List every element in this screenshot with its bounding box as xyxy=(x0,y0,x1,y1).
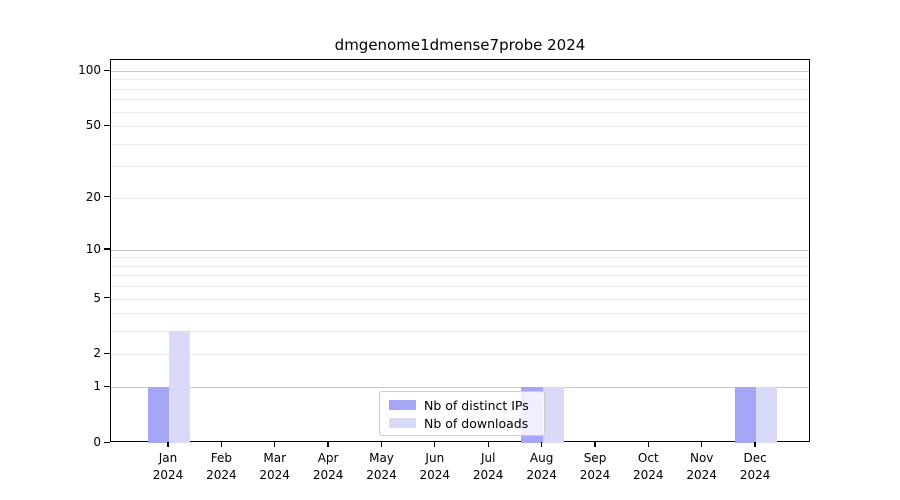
gridline-minor xyxy=(111,298,809,300)
y-tick-label: 5 xyxy=(93,290,101,305)
y-tick-mark xyxy=(104,196,110,198)
gridline-minor xyxy=(111,331,809,333)
gridline-major xyxy=(111,387,809,389)
y-tick-label: 1 xyxy=(93,379,101,394)
gridline-minor xyxy=(111,99,809,101)
plot-area xyxy=(110,59,810,443)
y-tick-mark xyxy=(104,69,110,71)
x-tick-label: Dec 2024 xyxy=(739,451,771,482)
gridline-minor xyxy=(111,79,809,81)
x-tick-label: Sep 2024 xyxy=(579,451,611,482)
gridline-minor xyxy=(111,313,809,315)
gridline-minor xyxy=(111,265,809,267)
y-tick-label: 2 xyxy=(93,346,101,361)
gridline-minor xyxy=(111,88,809,90)
x-tick-label: Aug 2024 xyxy=(526,451,557,482)
legend-label-distinct-ips: Nb of distinct IPs xyxy=(424,397,529,413)
x-tick-mark xyxy=(487,442,489,447)
y-tick-mark xyxy=(104,124,110,126)
x-tick-label: Apr 2024 xyxy=(312,451,344,482)
y-tick-mark xyxy=(104,441,110,443)
x-tick-mark xyxy=(274,442,276,447)
x-tick-mark xyxy=(647,442,649,447)
gridline-minor xyxy=(111,166,809,168)
y-tick-label: 100 xyxy=(78,63,101,77)
x-tick-mark xyxy=(434,442,436,447)
y-tick-mark xyxy=(104,248,110,250)
y-tick-label: 20 xyxy=(85,189,101,204)
x-tick-mark xyxy=(754,442,756,447)
x-tick-label: Jul 2024 xyxy=(472,451,504,482)
bar-distinct-ips xyxy=(734,387,757,443)
x-tick-label: Feb 2024 xyxy=(206,451,237,482)
gridline-major xyxy=(111,249,809,251)
x-tick-mark xyxy=(701,442,703,447)
legend-entry-distinct-ips: Nb of distinct IPs xyxy=(389,397,537,413)
bar-distinct-ips xyxy=(147,387,169,443)
x-tick-mark xyxy=(167,442,169,447)
y-tick-mark xyxy=(104,297,110,299)
legend-entry-downloads: Nb of downloads xyxy=(389,415,537,431)
bar-downloads xyxy=(756,387,778,443)
gridline-major xyxy=(111,71,809,72)
gridline-minor xyxy=(111,197,809,199)
gridline-minor xyxy=(111,286,809,288)
legend: Nb of distinct IPs Nb of downloads xyxy=(379,391,545,436)
gridline-minor xyxy=(111,354,809,356)
x-tick-label: Jan 2024 xyxy=(152,451,184,482)
x-tick-mark xyxy=(594,442,596,447)
x-tick-label: Mar 2024 xyxy=(259,451,290,482)
y-tick-label: 0 xyxy=(93,435,101,449)
bar-downloads xyxy=(169,331,191,443)
x-tick-mark xyxy=(380,442,383,447)
chart-title: dmgenome1dmense7probe 2024 xyxy=(334,36,586,54)
x-tick-label: May 2024 xyxy=(366,451,397,482)
y-tick-mark xyxy=(104,352,110,355)
y-tick-label: 10 xyxy=(85,241,101,256)
gridline-minor xyxy=(111,143,809,145)
legend-swatch-downloads-icon xyxy=(389,418,416,428)
gridline-minor xyxy=(111,275,809,277)
x-tick-mark xyxy=(220,442,223,447)
legend-label-downloads: Nb of downloads xyxy=(424,415,529,431)
bar-downloads xyxy=(542,387,564,443)
x-tick-mark xyxy=(327,442,329,447)
y-tick-mark xyxy=(104,385,110,387)
legend-swatch-distinct-ips-icon xyxy=(389,400,416,410)
gridline-minor xyxy=(111,257,809,259)
gridline-minor xyxy=(111,126,809,128)
gridline-minor xyxy=(111,111,809,113)
y-tick-label: 50 xyxy=(85,118,101,133)
x-tick-mark xyxy=(540,442,543,447)
x-tick-label: Nov 2024 xyxy=(686,451,717,482)
x-tick-label: Oct 2024 xyxy=(633,451,664,482)
x-tick-label: Jun 2024 xyxy=(419,451,451,482)
